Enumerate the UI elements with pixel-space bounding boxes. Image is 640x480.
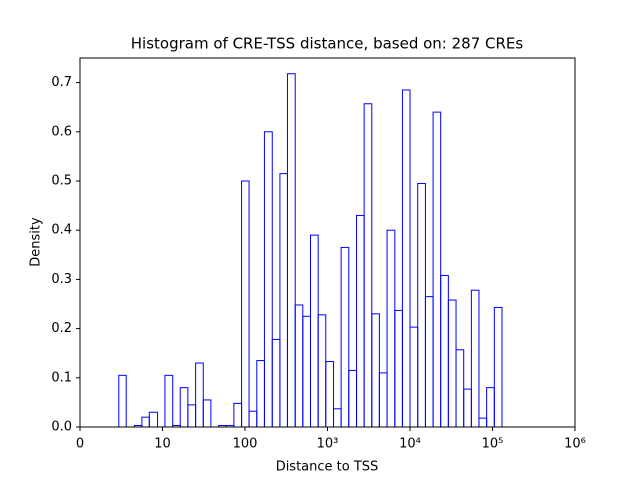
x-tick-label: 10⁵: [482, 437, 504, 452]
x-tick-label: 100: [233, 437, 258, 452]
plot-frame: [79, 57, 576, 428]
y-tick-label: 0.2: [51, 321, 72, 336]
x-axis-label: Distance to TSS: [276, 460, 379, 475]
y-axis-label: Density: [29, 217, 44, 267]
x-tick-label: 0: [76, 437, 84, 452]
x-tick-label: 10⁴: [399, 437, 421, 452]
chart-title: Histogram of CRE-TSS distance, based on:…: [131, 35, 524, 53]
y-tick-label: 0.7: [51, 75, 72, 90]
y-tick-label: 0.0: [51, 420, 72, 435]
x-tick-label: 10⁶: [564, 437, 586, 452]
y-tick-label: 0.3: [51, 272, 72, 287]
x-tick-label: 10: [154, 437, 171, 452]
y-tick-label: 0.4: [51, 223, 72, 238]
x-tick-label: 10³: [317, 437, 339, 452]
y-tick-label: 0.5: [51, 174, 72, 189]
y-tick-label: 0.6: [51, 124, 72, 139]
y-tick-label: 0.1: [51, 370, 72, 385]
